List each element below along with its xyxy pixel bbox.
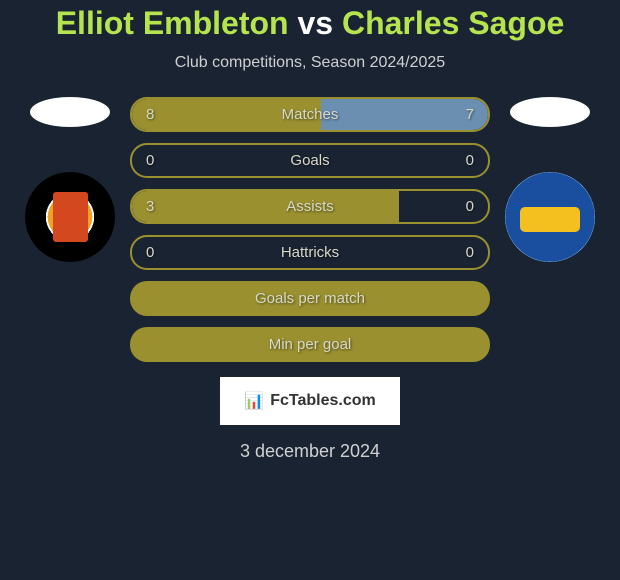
stat-right-value: 0 bbox=[466, 152, 474, 169]
footer-site-name: FcTables.com bbox=[270, 392, 376, 410]
stat-row-hattricks: 0 Hattricks 0 bbox=[130, 235, 490, 270]
stat-right-value: 0 bbox=[466, 244, 474, 261]
player1-avatar bbox=[30, 97, 110, 127]
main-comparison-area: 8 Matches 7 0 Goals 0 3 Assists 0 0 Hatt… bbox=[0, 97, 620, 362]
stat-label: Assists bbox=[286, 198, 334, 215]
stat-label: Min per goal bbox=[269, 336, 352, 353]
vs-text: vs bbox=[297, 5, 333, 41]
player2-avatar bbox=[510, 97, 590, 127]
stat-row-min-per-goal: Min per goal bbox=[130, 327, 490, 362]
date-text: 3 december 2024 bbox=[240, 441, 380, 462]
stat-row-goals: 0 Goals 0 bbox=[130, 143, 490, 178]
player2-column bbox=[500, 97, 600, 262]
stat-left-value: 0 bbox=[146, 244, 154, 261]
stat-row-goals-per-match: Goals per match bbox=[130, 281, 490, 316]
stat-bar-right bbox=[321, 99, 488, 130]
stat-left-value: 0 bbox=[146, 152, 154, 169]
stat-right-value: 0 bbox=[466, 198, 474, 215]
subtitle: Club competitions, Season 2024/2025 bbox=[175, 54, 445, 72]
stat-row-matches: 8 Matches 7 bbox=[130, 97, 490, 132]
player2-name: Charles Sagoe bbox=[342, 5, 564, 41]
stats-column: 8 Matches 7 0 Goals 0 3 Assists 0 0 Hatt… bbox=[130, 97, 490, 362]
stat-left-value: 3 bbox=[146, 198, 154, 215]
stat-label: Goals bbox=[290, 152, 329, 169]
player1-club-badge bbox=[25, 172, 115, 262]
stat-bar-left bbox=[132, 191, 399, 222]
player1-name: Elliot Embleton bbox=[56, 5, 289, 41]
chart-icon: 📊 bbox=[244, 391, 264, 411]
player2-club-badge bbox=[505, 172, 595, 262]
stat-label: Goals per match bbox=[255, 290, 365, 307]
player1-column bbox=[20, 97, 120, 262]
stat-label: Matches bbox=[282, 106, 339, 123]
footer-site-tag[interactable]: 📊 FcTables.com bbox=[220, 377, 399, 425]
stat-label: Hattricks bbox=[281, 244, 339, 261]
stat-left-value: 8 bbox=[146, 106, 154, 123]
comparison-title: Elliot Embleton vs Charles Sagoe bbox=[56, 5, 565, 42]
stat-right-value: 7 bbox=[466, 106, 474, 123]
stat-row-assists: 3 Assists 0 bbox=[130, 189, 490, 224]
